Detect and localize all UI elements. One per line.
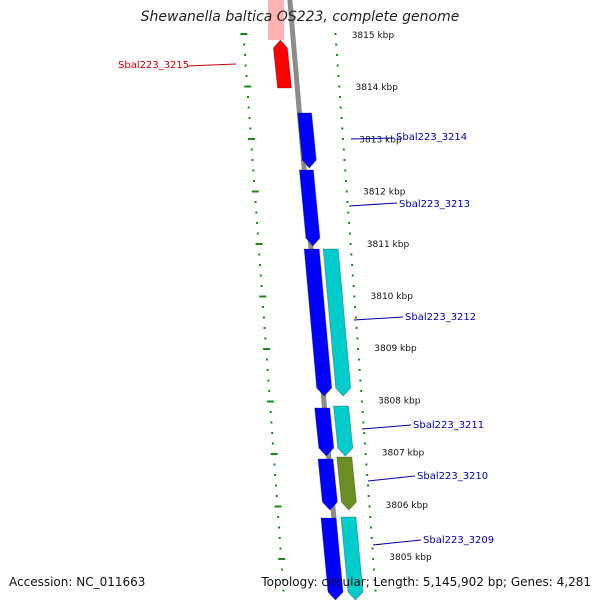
gene-sbal223-3212[interactable]: [303, 248, 333, 397]
gene-features: [268, 0, 364, 600]
gene-label[interactable]: Sbal223_3213: [399, 199, 470, 210]
gene-label-leader: [372, 539, 422, 546]
scale-labels: 3815 kbp 3814 kbp 3813 kbp 3812 kbp 3811 kbp…: [352, 31, 432, 563]
gene-label-leader: [353, 316, 404, 321]
gene-label-leader: [361, 424, 412, 430]
scale-label: 3809 kbp: [374, 344, 417, 354]
gene-label-leader: [348, 202, 398, 207]
gene-sbal223-3215[interactable]: [272, 39, 293, 89]
gene-label[interactable]: Sbal223_3209: [423, 535, 494, 546]
scale-label: 3812 kbp: [363, 188, 406, 198]
scale-label: 3806 kbp: [386, 501, 429, 511]
scale-label: 3811 kbp: [367, 240, 410, 250]
scale-label: 3808 kbp: [378, 396, 421, 406]
gene-sbal223-3214[interactable]: [297, 112, 317, 169]
gene-sbal223-3210[interactable]: [336, 456, 357, 511]
gene-fade: [268, 0, 284, 40]
gene-labels[interactable]: Sbal223_3215 Sbal223_3214 Sbal223_3213 Sbal…: [118, 60, 494, 546]
gene-label-leader: [186, 63, 237, 67]
scale-label: 3807 kbp: [382, 449, 425, 459]
scale-label: 3810 kbp: [371, 292, 414, 302]
page-title: Shewanella baltica OS223, complete genom…: [140, 9, 460, 25]
accession-label: Accession: NC_011663: [9, 575, 146, 589]
scale-label: 3813 kbp: [359, 135, 402, 145]
gene-label-leader: [367, 475, 416, 482]
tick-marks: [240, 33, 377, 592]
gene-cyan-3211[interactable]: [332, 405, 354, 457]
gene-label[interactable]: Sbal223_3211: [413, 420, 484, 431]
gene-label[interactable]: Sbal223_3210: [417, 471, 488, 482]
scale-label: 3805 kbp: [389, 553, 432, 563]
genome-summary: Topology: circular; Length: 5,145,902 bp…: [261, 575, 591, 589]
gene-sbal223-3209-strand[interactable]: [320, 517, 344, 600]
gene-label[interactable]: Sbal223_3214: [396, 132, 467, 143]
gene-label[interactable]: Sbal223_3215: [118, 60, 189, 71]
scale-label: 3814 kbp: [356, 83, 399, 93]
gene-sbal223-3213[interactable]: [298, 169, 321, 247]
gene-sbal223-3210-strand[interactable]: [317, 458, 338, 511]
gene-cyan-3212[interactable]: [322, 248, 352, 397]
scale-label: 3815 kbp: [352, 31, 395, 41]
gene-cyan-3209[interactable]: [340, 516, 364, 600]
gene-sbal223-3211[interactable]: [314, 407, 335, 457]
gene-label-leader: [350, 137, 395, 140]
gene-label[interactable]: Sbal223_3212: [405, 312, 476, 323]
